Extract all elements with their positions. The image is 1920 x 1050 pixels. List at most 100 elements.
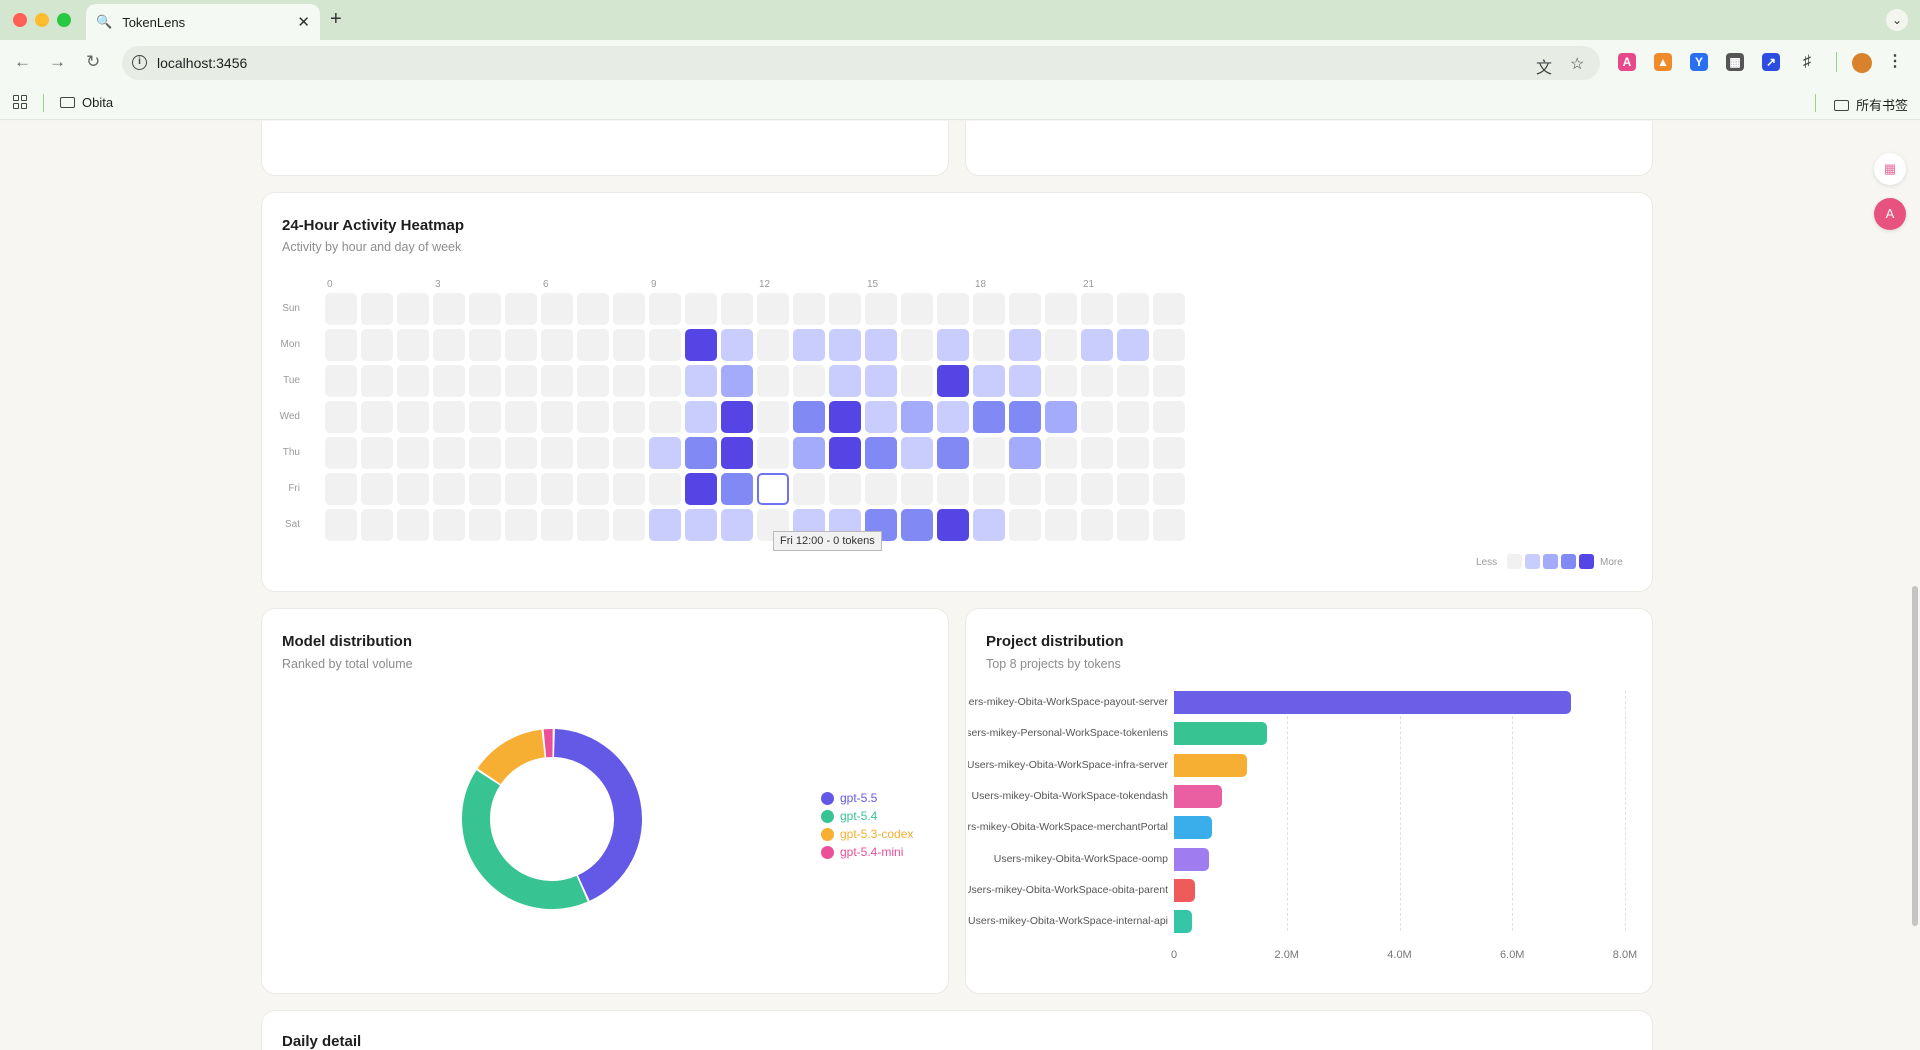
translate-icon[interactable]: 文 (1536, 60, 1553, 77)
heatmap-cell[interactable] (685, 329, 717, 361)
heatmap-cell[interactable] (685, 437, 717, 469)
heatmap-cell[interactable] (325, 329, 357, 361)
heatmap-cell[interactable] (577, 509, 609, 541)
heatmap-cell[interactable] (1117, 365, 1149, 397)
project-bar[interactable] (1174, 784, 1222, 808)
heatmap-cell[interactable] (937, 365, 969, 397)
heatmap-cell[interactable] (1117, 437, 1149, 469)
project-bar[interactable] (1174, 722, 1268, 746)
heatmap-cell[interactable] (433, 509, 465, 541)
heatmap-cell[interactable] (901, 401, 933, 433)
heatmap-cell[interactable] (757, 365, 789, 397)
heatmap-cell[interactable] (577, 329, 609, 361)
heatmap-cell[interactable] (1045, 473, 1077, 505)
heatmap-cell[interactable] (937, 437, 969, 469)
heatmap-cell[interactable] (1045, 437, 1077, 469)
new-tab-button[interactable]: + (330, 8, 342, 30)
heatmap-cell[interactable] (1009, 401, 1041, 433)
arrow-extension-icon[interactable]: ↗ (1762, 53, 1780, 71)
heatmap-cell[interactable] (721, 509, 753, 541)
heatmap-cell[interactable] (541, 293, 573, 325)
heatmap-cell[interactable] (757, 473, 789, 505)
heatmap-cell[interactable] (397, 329, 429, 361)
heatmap-cell[interactable] (541, 401, 573, 433)
project-bar[interactable] (1174, 847, 1209, 871)
donut-slice-gpt-5.4[interactable] (462, 770, 588, 909)
heatmap-cell[interactable] (577, 293, 609, 325)
heatmap-cell[interactable] (361, 509, 393, 541)
heatmap-cell[interactable] (1153, 365, 1185, 397)
heatmap-cell[interactable] (325, 293, 357, 325)
heatmap-cell[interactable] (685, 509, 717, 541)
heatmap-cell[interactable] (361, 365, 393, 397)
heatmap-cell[interactable] (757, 293, 789, 325)
heatmap-cell[interactable] (829, 437, 861, 469)
heatmap-cell[interactable] (613, 437, 645, 469)
heatmap-cell[interactable] (1117, 509, 1149, 541)
browser-menu-icon[interactable]: ⋮ (1887, 53, 1903, 70)
heatmap-cell[interactable] (793, 329, 825, 361)
heatmap-cell[interactable] (721, 293, 753, 325)
minimize-window-button[interactable] (35, 13, 49, 27)
heatmap-cell[interactable] (505, 401, 537, 433)
heatmap-cell[interactable] (1045, 401, 1077, 433)
project-bar[interactable] (1174, 691, 1572, 714)
heatmap-cell[interactable] (361, 437, 393, 469)
heatmap-cell[interactable] (649, 329, 681, 361)
heatmap-cell[interactable] (829, 293, 861, 325)
heatmap-cell[interactable] (865, 365, 897, 397)
translate-extension-icon[interactable]: A (1618, 53, 1636, 71)
back-button[interactable]: ← (14, 52, 31, 71)
heatmap-cell[interactable] (613, 293, 645, 325)
heatmap-cell[interactable] (937, 473, 969, 505)
heatmap-cell[interactable] (505, 509, 537, 541)
metamask-extension-icon[interactable]: ▲ (1654, 53, 1672, 71)
heatmap-cell[interactable] (397, 401, 429, 433)
heatmap-cell[interactable] (973, 329, 1005, 361)
heatmap-cell[interactable] (541, 329, 573, 361)
qr-extension-icon[interactable]: ▦ (1726, 53, 1744, 71)
heatmap-cell[interactable] (325, 365, 357, 397)
heatmap-cell[interactable] (505, 329, 537, 361)
heatmap-cell[interactable] (1045, 329, 1077, 361)
heatmap-cell[interactable] (901, 437, 933, 469)
apps-grid-icon[interactable] (13, 95, 27, 109)
heatmap-cell[interactable] (433, 437, 465, 469)
heatmap-cell[interactable] (397, 473, 429, 505)
heatmap-cell[interactable] (829, 473, 861, 505)
extensions-puzzle-icon[interactable]: ♯ (1803, 53, 1811, 70)
heatmap-cell[interactable] (325, 437, 357, 469)
heatmap-cell[interactable] (325, 473, 357, 505)
heatmap-cell[interactable] (1045, 293, 1077, 325)
heatmap-cell[interactable] (541, 473, 573, 505)
maximize-window-button[interactable] (57, 13, 71, 27)
heatmap-cell[interactable] (685, 401, 717, 433)
heatmap-cell[interactable] (433, 293, 465, 325)
heatmap-cell[interactable] (613, 473, 645, 505)
heatmap-cell[interactable] (649, 293, 681, 325)
heatmap-cell[interactable] (937, 401, 969, 433)
heatmap-cell[interactable] (469, 473, 501, 505)
heatmap-cell[interactable] (1153, 329, 1185, 361)
heatmap-cell[interactable] (757, 401, 789, 433)
heatmap-cell[interactable] (397, 365, 429, 397)
heatmap-cell[interactable] (1009, 293, 1041, 325)
heatmap-cell[interactable] (937, 329, 969, 361)
heatmap-cell[interactable] (1009, 365, 1041, 397)
heatmap-cell[interactable] (1117, 473, 1149, 505)
heatmap-cell[interactable] (829, 365, 861, 397)
heatmap-cell[interactable] (685, 293, 717, 325)
heatmap-cell[interactable] (469, 293, 501, 325)
heatmap-cell[interactable] (649, 437, 681, 469)
browser-tab[interactable]: 🔍 TokenLens ✕ (86, 4, 320, 40)
heatmap-cell[interactable] (1117, 401, 1149, 433)
heatmap-cell[interactable] (433, 401, 465, 433)
heatmap-cell[interactable] (1153, 473, 1185, 505)
heatmap-cell[interactable] (1009, 329, 1041, 361)
heatmap-cell[interactable] (1045, 509, 1077, 541)
heatmap-cell[interactable] (757, 437, 789, 469)
tab-search-button[interactable]: ⌄ (1886, 9, 1908, 31)
heatmap-cell[interactable] (613, 365, 645, 397)
heatmap-cell[interactable] (1081, 437, 1113, 469)
heatmap-cell[interactable] (1081, 329, 1113, 361)
